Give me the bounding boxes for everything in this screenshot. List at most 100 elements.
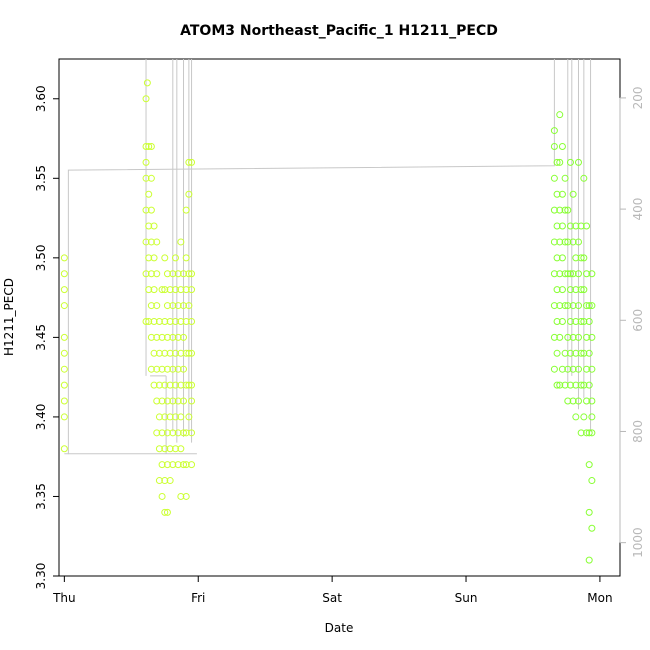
data-point: [553, 190, 561, 198]
data-point: [171, 381, 179, 389]
data-point: [142, 158, 150, 166]
data-point: [580, 254, 588, 262]
x-tick-label: Sun: [455, 591, 478, 605]
x-axis-label: Date: [325, 621, 354, 635]
data-point: [185, 302, 193, 310]
data-point: [556, 270, 564, 278]
data-point: [182, 254, 190, 262]
data-point: [147, 333, 155, 341]
y2-tick-label: 200: [631, 86, 645, 109]
data-point: [550, 333, 558, 341]
data-point: [588, 413, 596, 421]
data-point: [588, 524, 596, 532]
data-point: [583, 302, 591, 310]
data-point: [166, 349, 174, 357]
data-point: [553, 254, 561, 262]
data-point: [569, 270, 577, 278]
data-point: [169, 461, 177, 469]
data-point: [161, 508, 169, 516]
data-point: [561, 174, 569, 182]
data-point: [180, 397, 188, 405]
data-point: [169, 397, 177, 405]
data-point: [553, 222, 561, 230]
data-point: [145, 222, 153, 230]
data-point: [155, 349, 163, 357]
data-point: [556, 381, 564, 389]
data-point: [166, 413, 174, 421]
data-point: [550, 302, 558, 310]
data-point: [574, 397, 582, 405]
y2-tick-label: 400: [631, 198, 645, 221]
data-point: [561, 349, 569, 357]
data-point: [147, 302, 155, 310]
data-point: [153, 238, 161, 246]
data-point: [564, 397, 572, 405]
data-point: [145, 286, 153, 294]
data-point: [585, 461, 593, 469]
data-point: [60, 286, 68, 294]
data-point: [558, 317, 566, 325]
data-point: [577, 222, 585, 230]
data-point: [566, 381, 574, 389]
data-point: [142, 174, 150, 182]
data-point: [569, 333, 577, 341]
data-point: [574, 238, 582, 246]
data-point: [574, 333, 582, 341]
data-point: [163, 397, 171, 405]
x-axis: Thu Fri Sat Sun Mon: [52, 575, 613, 605]
data-point: [153, 302, 161, 310]
data-point: [177, 349, 185, 357]
data-point: [550, 206, 558, 214]
data-point: [60, 365, 68, 373]
data-point: [145, 190, 153, 198]
data-point: [177, 413, 185, 421]
data-point: [166, 286, 174, 294]
data-point: [177, 286, 185, 294]
data-point: [153, 429, 161, 437]
data-point: [550, 127, 558, 135]
data-point: [166, 477, 174, 485]
data-point: [171, 286, 179, 294]
data-point: [142, 270, 150, 278]
data-point: [585, 381, 593, 389]
data-point: [180, 270, 188, 278]
data-point: [566, 222, 574, 230]
data-point: [577, 429, 585, 437]
data-point: [188, 397, 196, 405]
y-tick-label: 3.30: [34, 563, 48, 590]
data-point: [553, 317, 561, 325]
x-tick-label: Thu: [52, 591, 76, 605]
data-point: [150, 349, 158, 357]
data-point: [147, 206, 155, 214]
data-point: [566, 317, 574, 325]
data-point: [182, 429, 190, 437]
data-point: [588, 302, 596, 310]
y2-tick-label: 1000: [631, 527, 645, 558]
y-tick-label: 3.55: [34, 165, 48, 192]
data-point: [60, 270, 68, 278]
data-point: [174, 461, 182, 469]
data-point: [180, 365, 188, 373]
data-point: [583, 333, 591, 341]
data-point: [550, 174, 558, 182]
data-point: [558, 254, 566, 262]
y-tick-label: 3.40: [34, 404, 48, 431]
data-point: [60, 254, 68, 262]
data-point: [174, 302, 182, 310]
data-point: [145, 254, 153, 262]
data-point: [566, 349, 574, 357]
data-point: [180, 429, 188, 437]
data-point: [177, 238, 185, 246]
data-point: [60, 302, 68, 310]
data-point: [558, 365, 566, 373]
data-point: [155, 317, 163, 325]
data-point: [572, 254, 580, 262]
data-point: [171, 349, 179, 357]
data-point: [550, 270, 558, 278]
data-point: [580, 174, 588, 182]
data-point: [185, 349, 193, 357]
data-point: [583, 222, 591, 230]
data-point: [188, 286, 196, 294]
data-point: [158, 286, 166, 294]
